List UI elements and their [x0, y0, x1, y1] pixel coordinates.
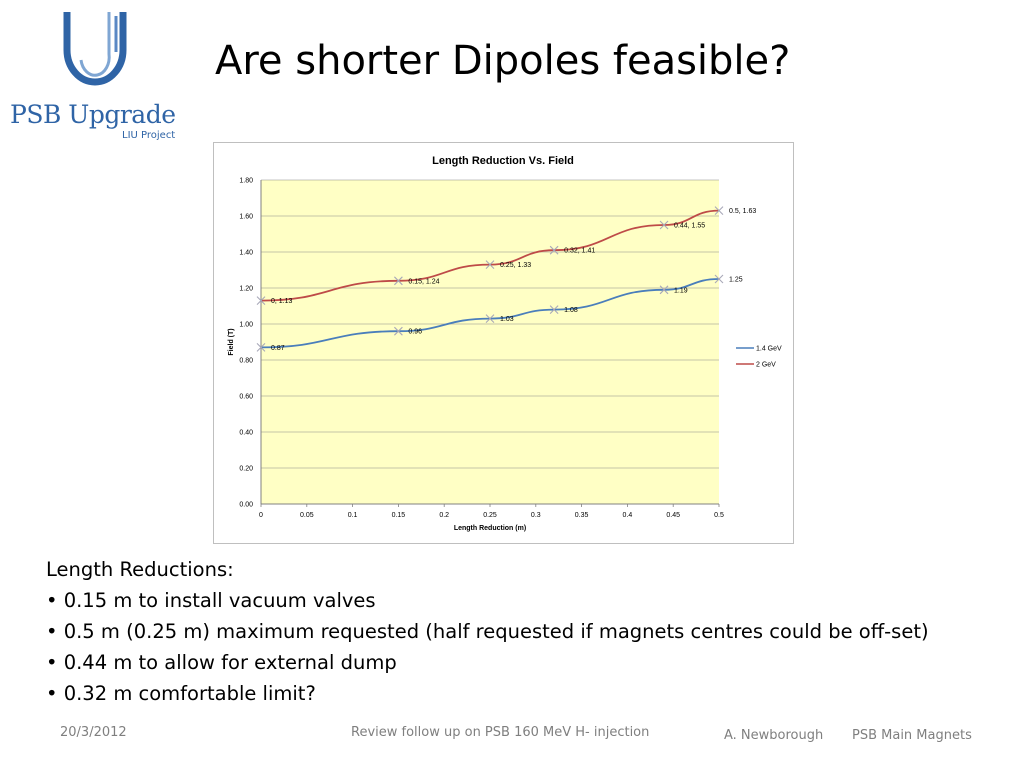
list-item-text: 0.44 m to allow for external dump — [63, 651, 397, 674]
list-item-text: 0.15 m to install vacuum valves — [63, 589, 376, 612]
y-tick-label: 0.80 — [239, 358, 253, 365]
y-tick-label: 1.60 — [239, 214, 253, 221]
list-item: • 0.15 m to install vacuum valves — [46, 589, 376, 612]
x-tick-label: 0.05 — [300, 512, 314, 519]
point-marker — [714, 206, 724, 215]
x-tick-label: 0.15 — [392, 512, 406, 519]
legend-label: 2 GeV — [756, 362, 776, 369]
list-item-text: 0.32 m comfortable limit? — [63, 682, 316, 705]
data-point — [394, 326, 403, 336]
legend-label: 1.4 GeV — [756, 346, 782, 353]
data-point — [256, 343, 266, 352]
x-tick-label: 0.45 — [666, 512, 680, 519]
y-tick-label: 0.00 — [239, 502, 253, 509]
logo-text: PSB Upgrade — [10, 100, 176, 129]
y-tick-label: 1.00 — [239, 322, 253, 329]
data-point — [394, 276, 403, 286]
plot-area — [261, 180, 719, 504]
data-point — [485, 314, 495, 323]
y-tick-label: 1.40 — [239, 250, 253, 257]
data-label: 1.19 — [674, 287, 688, 294]
chart-frame: 0.00 0.20 0.40 0.60 0.80 1.00 1.20 1.40 1.60 1.80… — [213, 142, 794, 544]
y-tick-label: 0.40 — [239, 430, 253, 437]
line-chart: 0.000.200.400.600.801.001.201.401.601.80… — [228, 155, 782, 532]
point-marker — [485, 260, 495, 269]
data-label: 0.87 — [271, 345, 285, 352]
data-label: 0.25, 1.33 — [500, 262, 531, 269]
data-point — [714, 274, 724, 284]
list-item: • 0.44 m to allow for external dump — [46, 651, 397, 674]
point-marker — [394, 276, 403, 286]
x-tick-label: 0.35 — [575, 512, 589, 519]
logo-subtext: LIU Project — [122, 130, 176, 141]
data-point — [659, 285, 669, 295]
x-tick-label: 0.5 — [714, 512, 724, 519]
x-axis-title: Length Reduction (m) — [454, 525, 526, 532]
data-label: 1.03 — [500, 316, 514, 323]
x-tick-label: 0.1 — [348, 512, 358, 519]
y-axis-title: Field (T) — [228, 328, 235, 355]
x-tick-label: 0 — [259, 512, 263, 519]
footer-author: A. Newborough — [724, 728, 824, 743]
list-intro: Length Reductions: — [46, 558, 234, 581]
point-marker — [394, 326, 403, 336]
y-tick-label: 1.80 — [239, 178, 253, 185]
data-point — [549, 245, 559, 255]
point-marker — [659, 220, 669, 230]
point-marker — [714, 274, 724, 284]
data-label: 1.25 — [729, 277, 743, 284]
data-label: 1.08 — [564, 307, 578, 314]
point-marker — [549, 245, 559, 255]
point-marker — [659, 285, 669, 295]
x-tick-label: 0.3 — [531, 512, 541, 519]
data-label: 0.44, 1.55 — [674, 223, 705, 230]
data-label: 0.5, 1.63 — [729, 208, 756, 215]
point-marker — [485, 314, 495, 323]
footer-topic: PSB Main Magnets — [852, 728, 972, 743]
list-item-text: 0.5 m (0.25 m) maximum requested (half r… — [63, 620, 929, 643]
bullet-list: Length Reductions: • 0.15 m to install v… — [46, 554, 929, 709]
data-point — [714, 206, 724, 215]
y-tick-label: 0.20 — [239, 466, 253, 473]
page-title: Are shorter Dipoles feasible? — [215, 38, 791, 84]
point-marker — [256, 296, 266, 305]
x-tick-label: 0.25 — [483, 512, 497, 519]
y-tick-label: 0.60 — [239, 394, 253, 401]
x-tick-label: 0.4 — [623, 512, 633, 519]
data-point — [256, 296, 266, 305]
x-tick-label: 0.2 — [439, 512, 449, 519]
footer-center: Review follow up on PSB 160 MeV H- injec… — [351, 725, 650, 740]
data-label: 0.32, 1.41 — [564, 248, 595, 255]
chart-title: Length Reduction Vs. Field — [432, 155, 574, 167]
psb-upgrade-logo-icon — [63, 12, 127, 86]
point-marker — [256, 343, 266, 352]
footer-date: 20/3/2012 — [60, 725, 127, 740]
data-point — [549, 305, 559, 314]
data-label: 0.96 — [408, 329, 422, 336]
psb-upgrade-logo: PSB Upgrade LIU Project — [8, 8, 183, 141]
list-item: • 0.5 m (0.25 m) maximum requested (half… — [46, 620, 929, 643]
y-tick-label: 1.20 — [239, 286, 253, 293]
data-point — [485, 260, 495, 269]
point-marker — [549, 305, 559, 314]
data-label: 0.15, 1.24 — [408, 278, 439, 285]
list-item: • 0.32 m comfortable limit? — [46, 682, 316, 705]
data-label: 0, 1.13 — [271, 298, 293, 305]
data-point — [659, 220, 669, 230]
